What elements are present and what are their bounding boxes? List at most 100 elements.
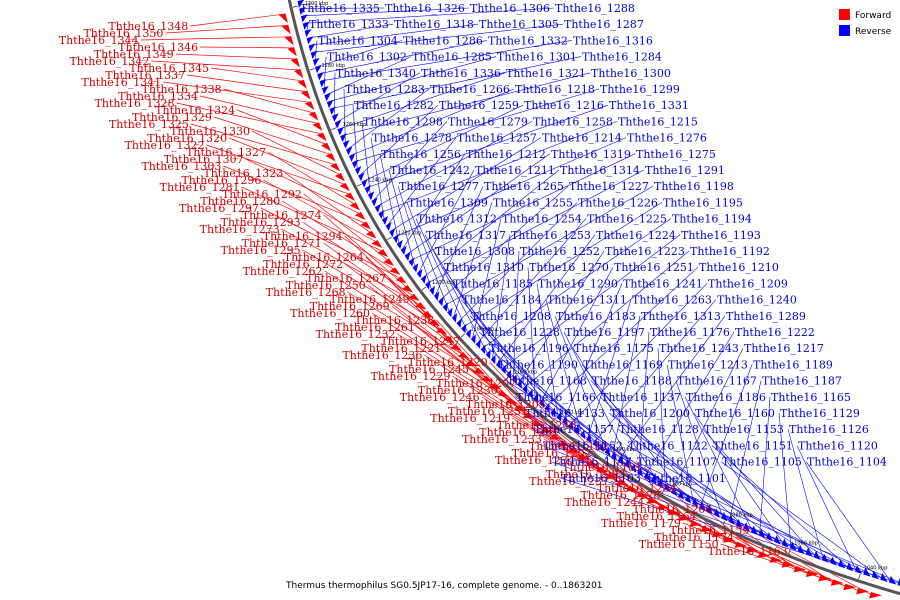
reverse-label-connector [546,266,699,407]
forward-label-connector [223,165,365,224]
reverse-label-connector [593,299,717,443]
forward-label-connector [176,102,322,135]
gene-feature [324,92,332,102]
forward-gene-label: Ththe16_1174 [654,531,734,544]
gene-feature [789,541,797,551]
reverse-label-connector [487,347,653,480]
reverse-label-connector [617,428,807,553]
gene-feature [544,402,550,413]
forward-gene-label: Ththe16_1269 [310,300,390,313]
reverse-label-connector [321,40,573,82]
forward-gene-label: Ththe16_1320 [147,132,227,145]
reverse-gene-label: Ththe16_1126 [789,423,869,436]
reverse-gene-label: Ththe16_1252 [520,245,600,258]
reverse-label-connector [492,234,511,359]
forward-label-connector [151,60,299,71]
forward-gene-label: Ththe16_1231 [448,405,528,418]
reverse-gene-label: Ththe16_1313 [641,310,721,323]
gene-feature [774,535,781,545]
reverse-label-connector [608,412,776,540]
reverse-gene-label: Ththe16_1289 [726,310,806,323]
gene-feature [304,101,315,111]
legend-forward-label: Forward [855,11,891,21]
reverse-gene-label: Ththe16_1340 [336,67,416,80]
reverse-gene-label: Ththe16_1308 [435,245,515,258]
forward-gene-label: Ththe16_1296 [181,174,261,187]
reverse-gene-label: Ththe16_1160 [695,407,775,420]
scale-tick [292,5,298,8]
reverse-gene-label: Ththe16_1208 [471,310,551,323]
gene-feature [734,541,747,548]
forward-gene-label: Ththe16_1233 [462,433,542,446]
forward-gene-label: Ththe16_1337 [105,69,185,82]
reverse-gene-label: Ththe16_1275 [636,148,716,161]
reverse-gene-label: Ththe16_1258 [533,115,613,128]
forward-gene-label: Ththe16_1264 [284,251,364,264]
gene-feature [558,440,571,447]
reverse-label-connector [545,299,582,434]
reverse-gene-label: Ththe16_1240 [717,294,797,307]
reverse-label-connector [599,396,745,527]
gene-feature [646,497,659,504]
reverse-label-connector [497,234,596,364]
reverse-label-connector [458,202,578,323]
reverse-gene-label: Ththe16_1105 [722,456,802,469]
gene-feature [365,230,377,239]
reverse-label-connector [720,461,882,578]
gene-feature [766,532,773,542]
gene-feature [447,307,453,318]
reverse-label-connector [366,104,609,188]
gene-feature [325,153,336,162]
reverse-gene-label: Ththe16_1331 [609,99,689,112]
scale-tick-label: 1100 kbp [669,481,693,487]
reverse-label-connector [700,364,753,506]
reverse-gene-label: Ththe16_1192 [690,245,770,258]
reverse-gene-label: Ththe16_1286 [403,34,483,47]
forward-gene-label: Ththe16_1330 [170,125,250,138]
reverse-label-connector [352,105,358,169]
reverse-label-connector [657,348,666,488]
reverse-label-connector [477,218,587,344]
forward-gene-label: Ththe16_1293 [221,216,301,229]
reverse-gene-label: Ththe16_1193 [681,229,761,242]
reverse-gene-label: Ththe16_1314 [560,164,640,177]
gene-feature [312,57,320,67]
gene-feature [344,192,355,201]
reverse-gene-label: Ththe16_1259 [439,99,519,112]
reverse-gene-label: Ththe16_1218 [515,83,595,96]
legend-forward-swatch [839,9,850,20]
gene-feature [345,146,353,156]
reverse-label-connector [415,218,469,333]
scale-tick [661,489,665,495]
reverse-gene-label: Ththe16_1256 [381,148,461,161]
forward-gene-label: Ththe16_1329 [132,111,212,124]
gene-feature [425,280,431,290]
forward-gene-label: Ththe16_1323 [203,167,283,180]
reverse-gene-label: Ththe16_1120 [798,439,878,452]
forward-gene-label: Ththe16_1294 [263,230,343,243]
gene-feature [457,351,470,359]
legend: Forward Reverse [839,9,892,37]
forward-gene-label: Ththe16_1203 [546,468,626,481]
reverse-label-connector [363,104,524,182]
forward-gene-label: Ththe16_1267 [306,272,386,285]
reverse-label-connector [444,185,654,306]
forward-label-connector [245,158,360,214]
gene-feature [711,531,725,538]
reverse-gene-label: Ththe16_1213 [668,358,748,371]
reverse-label-connector [587,299,632,439]
forward-gene-label: Ththe16_1341 [81,76,161,89]
forward-gene-label: Ththe16_1268 [266,286,346,299]
forward-gene-label: Ththe16_1181 [562,461,642,474]
forward-gene-label: Ththe16_1249 [330,293,410,306]
reverse-gene-label: Ththe16_1282 [354,99,434,112]
reverse-gene-label: Ththe16_1104 [807,456,887,469]
reverse-gene-label: Ththe16_1291 [645,164,725,177]
gene-feature [821,553,829,563]
gene-feature [401,284,414,293]
legend-reverse-swatch [839,25,850,36]
reverse-gene-label: Ththe16_1299 [600,83,680,96]
gene-feature [378,209,385,219]
reverse-gene-label: Ththe16_1305 [479,18,559,31]
gene-feature [505,397,518,405]
